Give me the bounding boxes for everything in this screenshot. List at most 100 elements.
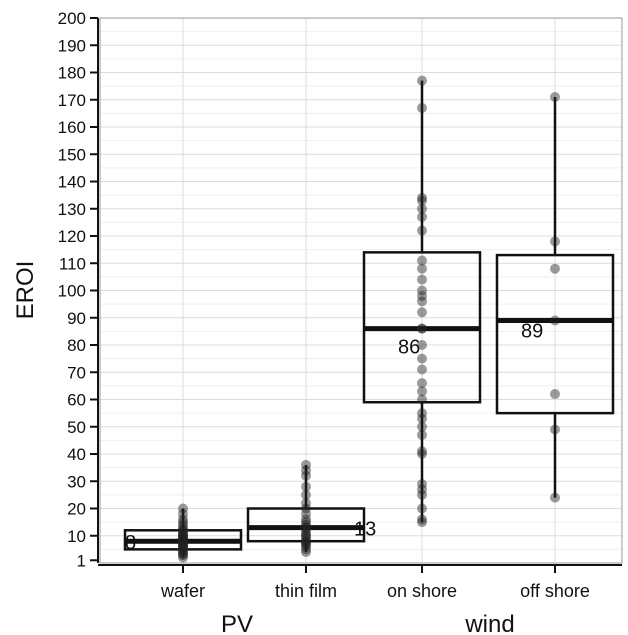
data-point [178,519,188,530]
data-point [178,547,188,558]
data-point [301,538,311,549]
data-point [417,211,427,222]
data-point [417,290,427,301]
y-tick-label: 120 [58,227,86,246]
data-point [178,533,188,544]
data-point [417,285,427,296]
data-point [417,102,427,113]
data-point [178,538,188,549]
data-point [178,536,188,547]
box-thin-film [246,507,366,543]
data-point [417,353,427,364]
data-point [550,236,560,247]
data-point [417,323,427,334]
y-tick-label: 180 [58,64,86,83]
data-point [301,522,311,533]
data-point [178,517,188,528]
x-tick-label: on shore [387,581,457,601]
y-tick-label: 50 [67,418,86,437]
data-point [178,525,188,536]
data-point [550,92,560,103]
data-point [417,449,427,459]
data-point [178,530,188,541]
data-point [301,459,311,470]
data-point [301,503,311,514]
y-tick-label: 80 [67,336,86,355]
data-point [301,470,311,481]
y-tick-label: 200 [58,9,86,28]
data-point [417,263,427,274]
y-tick-label: 30 [67,472,86,491]
y-tick-label: 190 [58,36,86,55]
data-point [178,544,188,555]
data-point [301,547,311,558]
y-tick-label: 1 [77,551,86,570]
data-point [301,517,311,528]
data-point [301,530,311,541]
median-label: 13 [354,519,376,541]
data-point [417,225,427,236]
data-point [178,538,188,549]
data-point [417,386,427,397]
data-point [178,541,188,552]
box-off-shore [495,253,615,415]
data-point [417,296,427,307]
data-point [301,528,311,539]
data-point [178,503,188,514]
data-point [417,378,427,389]
group-label: wind [464,611,514,635]
group-label: PV [221,611,253,635]
data-point [178,533,188,544]
data-point [417,323,427,334]
data-point [178,514,188,525]
data-point [550,315,560,326]
data-point [178,538,188,549]
data-point [417,517,427,528]
data-point [301,536,311,547]
data-point [417,203,427,214]
data-point [417,255,427,266]
data-point [301,498,311,509]
data-point [178,530,188,541]
data-points [178,75,560,563]
x-tick-label: wafer [160,581,205,601]
data-point [301,519,311,530]
data-point [417,192,427,203]
y-tick-label: 140 [58,173,86,192]
x-tick-label: thin film [275,581,337,601]
y-tick-label: 130 [58,200,86,219]
data-point [301,514,311,525]
x-tick-label: off shore [520,581,590,601]
data-point [301,522,311,533]
data-point [178,508,188,519]
data-point [178,541,188,552]
data-point [417,484,427,495]
grid-lines [100,17,622,563]
data-point [301,541,311,552]
data-point [178,528,188,539]
y-axis-label: EROI [12,261,39,320]
data-point [178,544,188,555]
data-point [417,394,427,405]
data-point [178,552,188,563]
y-tick-label: 170 [58,91,86,110]
data-point [417,340,427,350]
y-tick-label: 90 [67,309,86,328]
data-point [301,525,311,536]
data-point [178,522,188,533]
y-tick-label: 100 [58,282,86,301]
data-point [178,536,188,547]
data-point [301,544,311,555]
y-tick-label: 160 [58,118,86,137]
data-point [417,429,427,440]
data-point [301,533,311,544]
data-point [178,541,188,552]
data-point [417,408,427,419]
data-point [417,514,427,525]
data-point [178,536,188,547]
data-point [301,481,311,492]
data-point [301,508,311,519]
y-tick-label: 150 [58,145,86,164]
data-point [178,536,188,547]
